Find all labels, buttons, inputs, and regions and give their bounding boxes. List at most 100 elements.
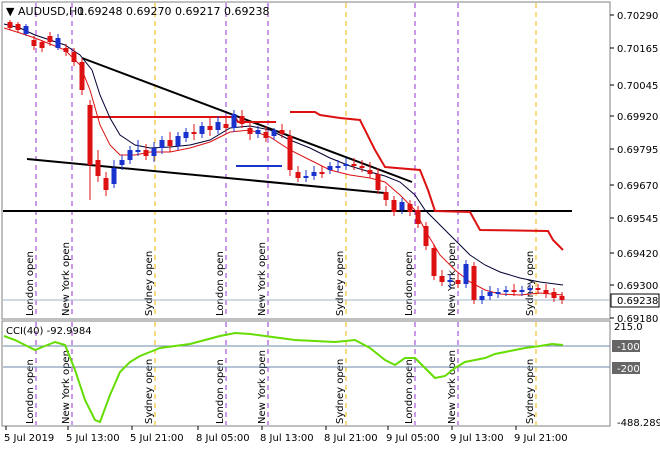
candle-body xyxy=(543,290,549,294)
time-tick-label: 8 Jul 21:00 xyxy=(324,433,378,444)
session-label: Sydney open xyxy=(525,251,536,316)
candle-body xyxy=(47,36,53,42)
cci-minus200-badge: -200 xyxy=(612,362,640,375)
candle-body xyxy=(303,176,309,178)
candle-body xyxy=(207,126,213,130)
candle-body xyxy=(247,128,253,134)
session-label: Sydney open xyxy=(144,359,155,424)
lower-trendline[interactable] xyxy=(26,158,386,194)
price-tick-label: 0.69300 xyxy=(617,281,658,292)
candle-body xyxy=(335,166,341,168)
candle-body xyxy=(255,130,261,134)
time-tick-label: 8 Jul 05:00 xyxy=(196,433,250,444)
candle-body xyxy=(239,116,245,124)
upper-trendline[interactable] xyxy=(81,57,413,183)
session-label: London open xyxy=(25,359,36,424)
candle-body xyxy=(15,24,21,30)
candle-body xyxy=(471,266,477,300)
candle-body xyxy=(111,168,117,184)
cci-indicator-line xyxy=(3,331,564,424)
candle-body xyxy=(447,280,453,282)
price-tick-label: 0.70165 xyxy=(617,44,658,55)
candle-body xyxy=(231,114,237,128)
candle-body xyxy=(7,22,13,28)
candle-body xyxy=(559,296,565,300)
candle-body xyxy=(527,288,533,290)
candle-body xyxy=(551,292,557,298)
price-tick-label: 0.69545 xyxy=(617,214,658,225)
candle-body xyxy=(279,130,285,134)
candle-body xyxy=(407,204,413,212)
candlesticks xyxy=(7,20,565,304)
candle-body xyxy=(399,202,405,210)
cci-minus100-badge: -100 xyxy=(612,340,640,353)
cci-panel-frame xyxy=(1,320,611,427)
candle-body xyxy=(375,174,381,190)
candle-body xyxy=(199,126,205,134)
candle-body xyxy=(119,160,125,165)
cci-indicator-label: CCI(40) -92.9984 xyxy=(6,326,92,337)
session-label: Sydney open xyxy=(525,359,536,424)
candle-body xyxy=(175,136,181,146)
session-label: New York open xyxy=(447,242,458,316)
candle-body xyxy=(295,172,301,178)
ohlc-readout: 0.69248 0.69270 0.69217 0.69238 xyxy=(77,5,269,18)
session-label: New York open xyxy=(61,242,72,316)
candle-body xyxy=(431,248,437,276)
candle-body xyxy=(503,290,509,292)
candle-body xyxy=(31,40,37,46)
candle-body xyxy=(487,292,493,296)
price-tick-label: 0.70045 xyxy=(617,81,658,92)
time-axis[interactable]: 5 Jul 2019 5 Jul 13:00 5 Jul 21:00 8 Jul 05… xyxy=(4,426,568,444)
time-tick-label: 5 Jul 21:00 xyxy=(130,433,184,444)
session-label: London open xyxy=(25,251,36,316)
candle-body xyxy=(439,276,445,282)
candle-body xyxy=(215,122,221,130)
session-label: London open xyxy=(404,359,415,424)
price-tick-label: 0.69670 xyxy=(617,181,658,192)
candle-body xyxy=(359,166,365,168)
dropdown-triangle-icon[interactable]: ▼ xyxy=(6,5,15,18)
current-price-label: 0.69238 xyxy=(610,293,660,308)
candle-body xyxy=(191,132,197,134)
symbol-timeframe: AUDUSD,H1 xyxy=(18,5,84,18)
candle-body xyxy=(511,290,517,292)
candle-body xyxy=(319,172,325,174)
candle-body xyxy=(463,264,469,284)
svg-text:-100: -100 xyxy=(617,342,640,353)
candle-body xyxy=(151,148,157,156)
session-label: New York open xyxy=(447,350,458,424)
candle-body xyxy=(343,164,349,166)
candle-body xyxy=(311,172,317,176)
session-label: New York open xyxy=(61,350,72,424)
time-tick-label: 9 Jul 21:00 xyxy=(514,433,568,444)
current-price-value: 0.69238 xyxy=(617,296,658,307)
price-tick-label: 0.69920 xyxy=(617,112,658,123)
candle-body xyxy=(519,290,525,292)
session-label: Sydney open xyxy=(335,359,346,424)
cci-top-value: 215.0 xyxy=(614,322,643,333)
price-axis[interactable]: 0.70290 0.70165 0.70045 0.69920 0.69795 0.696… xyxy=(610,11,658,325)
moving-average-lines xyxy=(3,23,564,296)
session-lines: London open London open New York open New Y… xyxy=(25,3,537,425)
candle-body xyxy=(287,136,293,170)
price-tick-label: 0.70290 xyxy=(617,11,658,22)
candle-body xyxy=(71,52,77,62)
main-panel-frame xyxy=(1,1,611,320)
session-label: London open xyxy=(404,251,415,316)
candle-body xyxy=(495,292,501,294)
time-tick-label: 9 Jul 13:00 xyxy=(450,433,504,444)
session-label: Sydney open xyxy=(335,251,346,316)
drawing-objects[interactable] xyxy=(3,57,610,301)
svg-text:-200: -200 xyxy=(617,364,640,375)
candle-body xyxy=(351,164,357,166)
time-tick-label: 5 Jul 2019 xyxy=(4,433,54,444)
price-tick-label: 0.69420 xyxy=(617,249,658,260)
candle-body xyxy=(103,178,109,190)
price-tick-label: 0.69795 xyxy=(617,145,658,156)
candle-body xyxy=(455,280,461,284)
candle-body xyxy=(415,210,421,224)
candle-body xyxy=(479,296,485,300)
